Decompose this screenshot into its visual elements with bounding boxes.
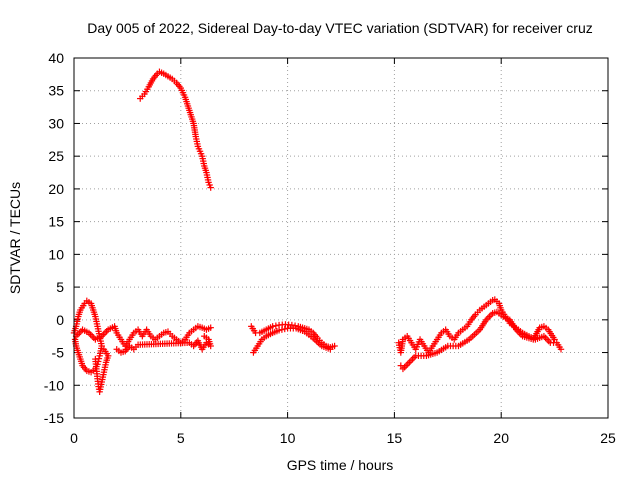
data-point: [71, 336, 79, 343]
data-point: [207, 184, 214, 191]
y-tick-label: -5: [52, 345, 65, 361]
series-band-early: [72, 323, 214, 350]
y-tick-label: 10: [48, 246, 64, 262]
x-tick-label: 10: [280, 430, 296, 446]
series-arc-high: [137, 68, 214, 191]
data-point: [406, 359, 413, 366]
data-point: [269, 323, 276, 330]
x-tick-label: 20: [493, 430, 509, 446]
y-tick-label: 5: [56, 279, 64, 295]
data-point: [100, 346, 108, 353]
data-point: [101, 329, 109, 337]
series-band-early-lower: [113, 332, 214, 356]
data-point: [288, 321, 296, 329]
data-point: [278, 326, 286, 333]
data-point: [207, 324, 214, 331]
x-tick-label: 15: [387, 430, 403, 446]
data-point: [327, 346, 334, 353]
y-tick-label: -15: [44, 410, 64, 426]
plot-border: [73, 57, 609, 419]
y-axis-label: SDTVAR / TECUs: [7, 182, 23, 294]
x-tick-label: 25: [600, 430, 616, 446]
data-series: [70, 68, 565, 396]
data-point: [201, 332, 208, 340]
data-point: [409, 355, 416, 363]
y-tick-label: 35: [48, 83, 64, 99]
data-point: [486, 313, 493, 320]
x-tick-label: 0: [70, 430, 78, 446]
data-point: [402, 362, 410, 369]
data-point: [557, 346, 565, 353]
data-point: [281, 325, 288, 333]
data-point: [542, 334, 549, 342]
axis-ticks: 0 5 10 15 20 25 -15 -10 -5 0 5 10 15 20 25 30 35 40: [44, 50, 616, 446]
series-spur-dip: [92, 346, 112, 396]
series-arc-mid-lower: [250, 325, 334, 356]
data-point: [407, 357, 415, 364]
y-tick-label: 25: [48, 148, 64, 164]
y-tick-label: -10: [44, 377, 64, 393]
y-tick-label: 40: [48, 50, 64, 66]
chart-title: Day 005 of 2022, Sidereal Day-to-day VTE…: [87, 20, 593, 36]
data-point: [331, 342, 338, 350]
data-point: [484, 314, 492, 322]
data-point: [551, 336, 558, 343]
data-point: [272, 322, 280, 329]
data-point: [401, 364, 408, 371]
data-point: [96, 352, 103, 360]
x-tick-label: 5: [177, 430, 185, 446]
data-point: [397, 362, 405, 369]
data-point: [545, 337, 552, 345]
data-point: [404, 360, 411, 368]
data-point: [275, 327, 283, 334]
y-tick-label: 15: [48, 214, 64, 230]
y-tick-label: 0: [56, 312, 64, 328]
data-point: [410, 354, 418, 361]
grid: [74, 58, 608, 418]
y-tick-label: 20: [48, 181, 64, 197]
data-point: [516, 329, 523, 337]
series-arc-late-lower: [397, 308, 558, 373]
x-axis-label: GPS time / hours: [287, 457, 394, 473]
y-tick-label: 30: [48, 115, 64, 131]
